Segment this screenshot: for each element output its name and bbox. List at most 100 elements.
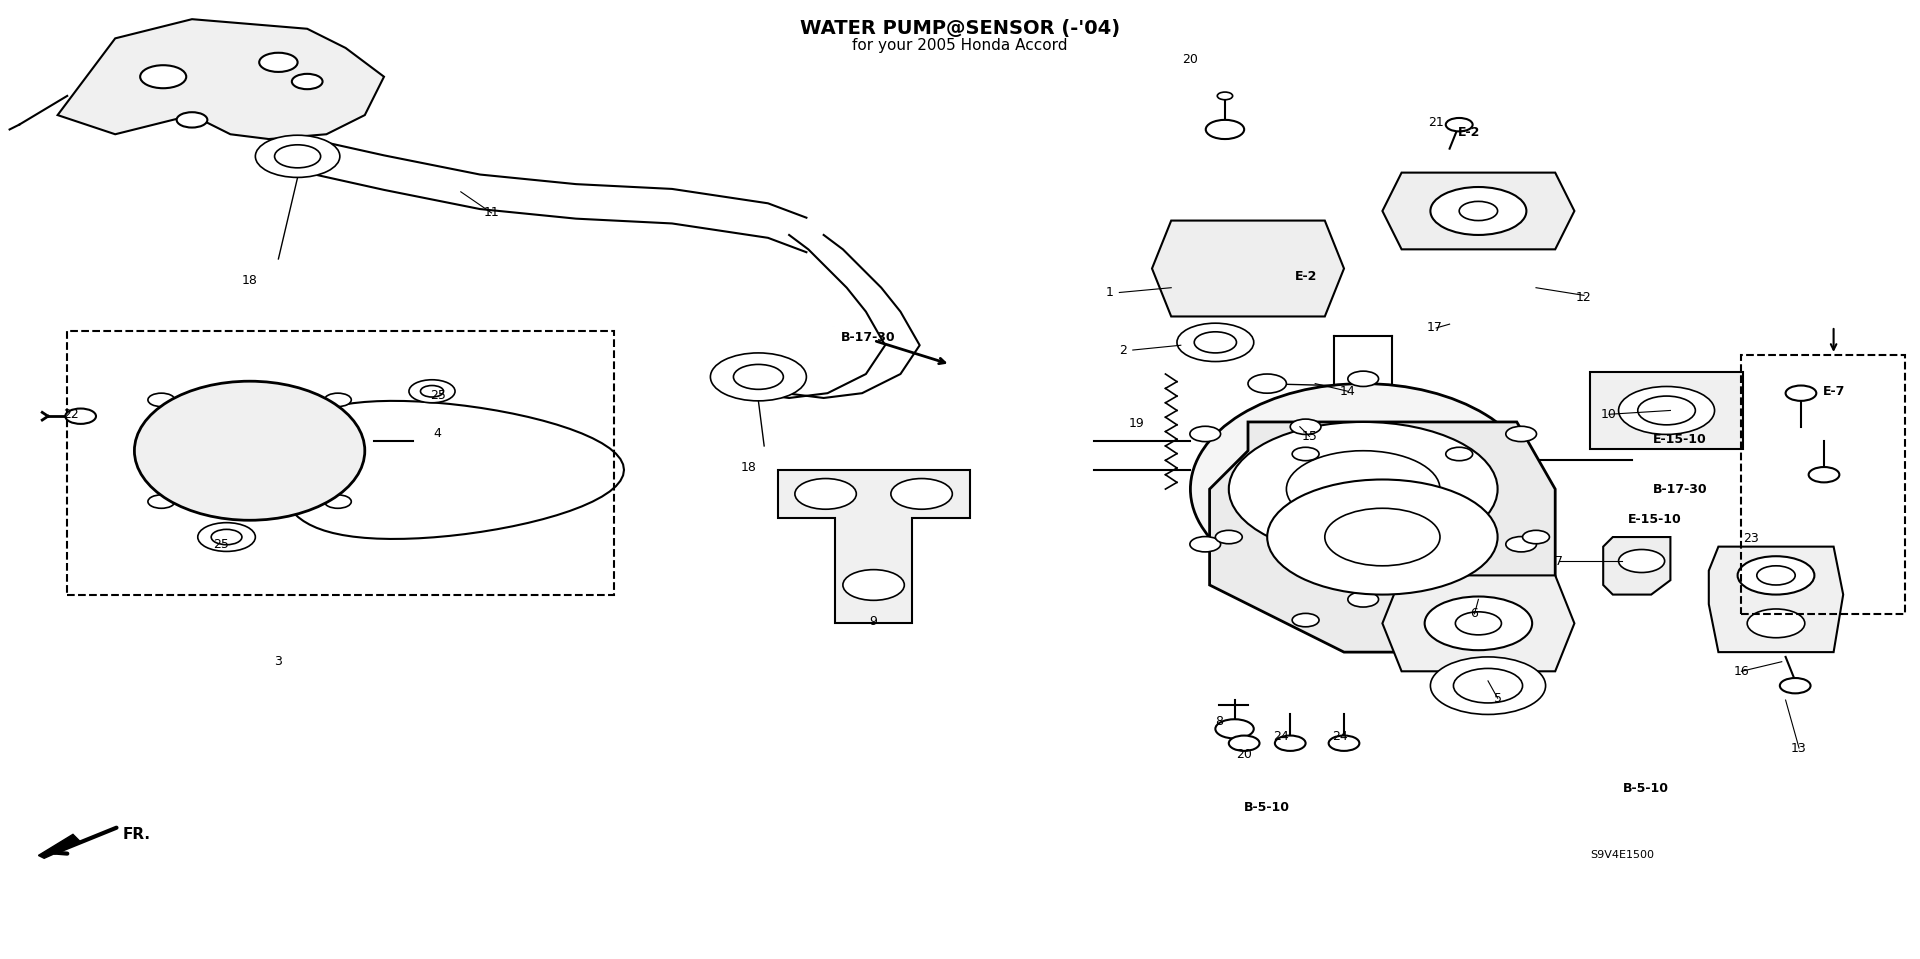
Circle shape [1229, 736, 1260, 751]
Circle shape [169, 410, 330, 491]
Text: 9: 9 [870, 615, 877, 628]
Circle shape [1425, 596, 1532, 650]
Polygon shape [38, 834, 81, 858]
Circle shape [1638, 396, 1695, 425]
Circle shape [409, 380, 455, 403]
Circle shape [207, 430, 292, 472]
Text: 5: 5 [1494, 691, 1501, 705]
Text: B-5-10: B-5-10 [1244, 801, 1290, 814]
Ellipse shape [134, 381, 365, 520]
Circle shape [1329, 736, 1359, 751]
Text: 4: 4 [434, 427, 442, 440]
Polygon shape [1382, 575, 1574, 671]
Text: 8: 8 [1215, 714, 1223, 728]
Circle shape [259, 53, 298, 72]
Text: E-2: E-2 [1457, 126, 1480, 139]
Circle shape [1215, 530, 1242, 544]
Circle shape [1459, 201, 1498, 221]
Circle shape [1446, 614, 1473, 627]
Circle shape [1267, 480, 1498, 595]
Circle shape [1809, 467, 1839, 482]
Circle shape [1453, 668, 1523, 703]
Circle shape [324, 393, 351, 407]
Text: B-17-30: B-17-30 [841, 331, 895, 344]
Circle shape [292, 74, 323, 89]
Circle shape [198, 523, 255, 551]
Text: 18: 18 [242, 273, 257, 287]
Text: 11: 11 [484, 206, 499, 220]
Polygon shape [1210, 422, 1555, 652]
Text: 13: 13 [1791, 741, 1807, 755]
Circle shape [1619, 386, 1715, 434]
Text: 21: 21 [1428, 116, 1444, 129]
Circle shape [1786, 386, 1816, 401]
Circle shape [1194, 332, 1236, 353]
Circle shape [1780, 678, 1811, 693]
Circle shape [1757, 566, 1795, 585]
Circle shape [1348, 371, 1379, 386]
Polygon shape [1152, 221, 1344, 316]
Circle shape [1177, 323, 1254, 362]
Polygon shape [1709, 547, 1843, 652]
Text: 16: 16 [1734, 665, 1749, 678]
Text: 24: 24 [1273, 730, 1288, 743]
Circle shape [1217, 92, 1233, 100]
Text: 24: 24 [1332, 730, 1348, 743]
Text: 22: 22 [63, 408, 79, 421]
Circle shape [795, 479, 856, 509]
Text: 14: 14 [1340, 385, 1356, 398]
Text: 7: 7 [1555, 554, 1563, 568]
Circle shape [148, 495, 175, 508]
Text: 15: 15 [1302, 430, 1317, 443]
Circle shape [1215, 719, 1254, 738]
Circle shape [1505, 537, 1536, 552]
Text: E-15-10: E-15-10 [1628, 513, 1682, 526]
Bar [1741, 355, 1905, 614]
Circle shape [1292, 614, 1319, 627]
Text: FR.: FR. [123, 827, 152, 842]
Circle shape [211, 529, 242, 545]
Circle shape [1190, 537, 1221, 552]
Text: 6: 6 [1471, 607, 1478, 620]
Circle shape [1523, 530, 1549, 544]
Polygon shape [778, 470, 970, 623]
Text: 2: 2 [1119, 343, 1127, 357]
Text: 20: 20 [1183, 53, 1198, 66]
Circle shape [1446, 118, 1473, 131]
Text: E-7: E-7 [1822, 385, 1845, 398]
Text: B-17-30: B-17-30 [1653, 482, 1707, 496]
Circle shape [255, 135, 340, 177]
Text: 19: 19 [1129, 417, 1144, 431]
Polygon shape [1382, 173, 1574, 249]
Circle shape [1505, 426, 1536, 441]
Circle shape [1430, 187, 1526, 235]
Circle shape [710, 353, 806, 401]
Circle shape [1619, 550, 1665, 573]
Circle shape [891, 479, 952, 509]
Circle shape [1275, 736, 1306, 751]
Text: 25: 25 [213, 538, 228, 551]
Text: E-15-10: E-15-10 [1653, 433, 1707, 446]
Text: S9V4E1500: S9V4E1500 [1590, 851, 1653, 860]
Text: 1: 1 [1106, 286, 1114, 299]
Circle shape [1747, 609, 1805, 638]
Circle shape [420, 386, 444, 397]
Circle shape [275, 145, 321, 168]
Circle shape [1248, 374, 1286, 393]
Text: 12: 12 [1576, 291, 1592, 304]
Circle shape [1738, 556, 1814, 595]
Circle shape [1206, 120, 1244, 139]
Text: for your 2005 Honda Accord: for your 2005 Honda Accord [852, 38, 1068, 54]
Circle shape [140, 65, 186, 88]
Circle shape [1290, 419, 1321, 434]
Ellipse shape [1190, 384, 1536, 595]
Polygon shape [1590, 372, 1743, 449]
Polygon shape [58, 19, 384, 139]
Circle shape [1292, 447, 1319, 460]
Circle shape [177, 112, 207, 128]
Circle shape [1430, 657, 1546, 714]
Circle shape [733, 364, 783, 389]
Text: 10: 10 [1601, 408, 1617, 421]
Text: 18: 18 [741, 461, 756, 475]
Circle shape [843, 570, 904, 600]
